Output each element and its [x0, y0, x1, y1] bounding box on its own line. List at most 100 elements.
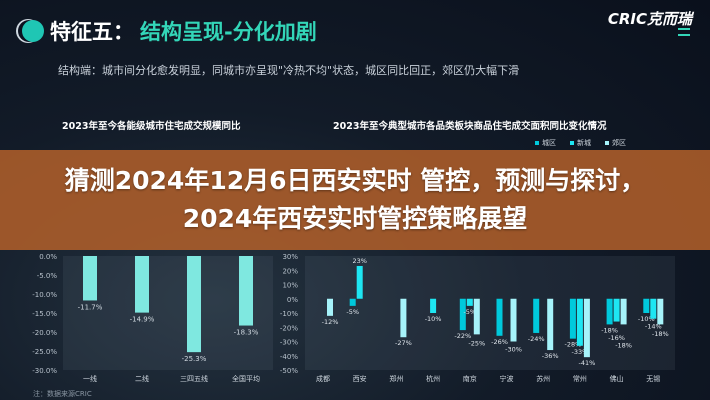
- legend-item: 新城: [570, 138, 591, 148]
- circle-icon: [22, 20, 44, 42]
- source-note: 注：数据来源CRIC: [33, 390, 92, 398]
- data-label: 23%: [352, 257, 366, 265]
- x-tick-label: 杭州: [426, 374, 440, 383]
- bar: [510, 298, 517, 342]
- data-label: -18.3%: [234, 329, 259, 337]
- y-tick-label: -10%: [280, 310, 298, 318]
- bar: [533, 298, 540, 333]
- x-tick-label: 无锡: [646, 374, 660, 383]
- heading-title: 结构呈现-分化加剧: [140, 20, 317, 44]
- data-label: -11.7%: [78, 303, 103, 311]
- legend-item: 郊区: [605, 138, 626, 148]
- x-tick-label: 郑州: [389, 375, 403, 383]
- bar: [643, 298, 650, 313]
- data-label: -18%: [652, 330, 669, 338]
- bar: [473, 298, 480, 335]
- bar: [466, 298, 473, 306]
- bar: [583, 298, 590, 358]
- data-label: -18%: [615, 341, 632, 349]
- x-tick-label: 宁波: [500, 374, 514, 383]
- legend-label: 城区: [542, 139, 556, 147]
- y-tick-label: 20%: [282, 267, 298, 275]
- bar: [547, 298, 554, 351]
- bar: [606, 298, 613, 325]
- legend: 城区 新城 郊区: [535, 138, 626, 148]
- data-label: -14.9%: [130, 316, 155, 324]
- data-label: -41%: [579, 359, 596, 367]
- bar: [239, 256, 253, 326]
- legend-swatch: [535, 141, 539, 145]
- legend-label: 新城: [577, 139, 591, 147]
- y-tick-label: -5.0%: [37, 272, 58, 280]
- y-tick-label: 30%: [282, 253, 298, 261]
- x-tick-label: 南京: [463, 374, 477, 383]
- y-tick-label: -40%: [280, 353, 298, 361]
- y-tick-label: -50%: [280, 367, 298, 375]
- subtitle: 结构端：城市间分化愈发明显，同城市亦呈现"冷热不均"状态，城区同比回正，郊区仍大…: [58, 64, 520, 77]
- data-label: -12%: [322, 318, 339, 326]
- legend-swatch: [570, 141, 574, 145]
- bar: [657, 298, 664, 325]
- y-tick-label: -25.0%: [32, 348, 57, 356]
- x-tick-label: 佛山: [610, 374, 624, 383]
- data-label: -24%: [528, 335, 545, 343]
- plot-area: [63, 256, 273, 370]
- bar: [576, 298, 583, 346]
- bar: [327, 298, 333, 316]
- x-tick-label: 三四五线: [180, 374, 208, 383]
- x-tick-label: 一线: [83, 374, 97, 383]
- data-label: -22%: [454, 332, 471, 340]
- bar: [400, 298, 407, 338]
- plot-area: [305, 256, 675, 370]
- bar: [620, 298, 627, 325]
- bar: [187, 256, 201, 353]
- right-chart-title: 2023年至今典型城市各品类板块商品住宅成交面积同比变化情况: [333, 121, 607, 132]
- legend-swatch: [605, 141, 609, 145]
- data-label: -25.3%: [182, 355, 207, 363]
- cric-logo: CRIC克而瑞: [607, 10, 692, 28]
- bar: [496, 298, 503, 336]
- bar: [569, 298, 576, 339]
- bar: [613, 298, 620, 322]
- x-tick-label: 全国平均: [232, 374, 260, 383]
- data-label: -25%: [468, 340, 485, 348]
- data-label: -18%: [601, 326, 618, 334]
- x-tick-label: 常州: [573, 374, 587, 383]
- menu-icon: [678, 28, 690, 36]
- bar: [650, 298, 657, 319]
- bar: [356, 265, 363, 299]
- bar: [83, 256, 97, 301]
- legend-item: 城区: [535, 138, 556, 148]
- data-label: -14%: [645, 323, 662, 331]
- y-tick-label: 10%: [282, 282, 298, 290]
- data-label: -36%: [542, 352, 559, 360]
- bar: [135, 256, 149, 313]
- x-tick-label: 苏州: [536, 374, 550, 383]
- y-tick-label: -20%: [280, 324, 298, 332]
- data-label: -5%: [463, 308, 476, 316]
- x-tick-label: 成都: [316, 374, 330, 383]
- data-label: -10%: [425, 315, 442, 323]
- y-tick-label: -30.0%: [32, 367, 57, 375]
- data-label: -28%: [565, 341, 582, 349]
- y-tick-label: -15.0%: [32, 310, 57, 318]
- article-title: 猜测2024年12月6日西安实时 管控，预测与探讨，2024年西安实时管控策略展…: [64, 166, 646, 233]
- data-label: -33%: [572, 348, 589, 356]
- data-label: -16%: [608, 334, 625, 342]
- data-label: -10%: [638, 315, 655, 323]
- data-label: -26%: [491, 338, 508, 346]
- y-tick-label: -10.0%: [32, 291, 57, 299]
- x-tick-label: 西安: [353, 374, 367, 383]
- left-chart-title: 2023年至今各能级城市住宅成交规模同比: [62, 121, 241, 132]
- data-label: -30%: [505, 345, 522, 353]
- data-label: -27%: [395, 339, 412, 347]
- data-label: -5%: [346, 308, 359, 316]
- bar: [349, 298, 356, 306]
- heading-prefix: 特征五：: [50, 20, 134, 44]
- legend-label: 郊区: [612, 139, 626, 147]
- y-tick-label: 0.0%: [39, 253, 57, 261]
- y-tick-label: -30%: [280, 339, 298, 347]
- y-tick-label: -20.0%: [32, 329, 57, 337]
- section-heading: 特征五： 结构呈现-分化加剧: [22, 16, 317, 46]
